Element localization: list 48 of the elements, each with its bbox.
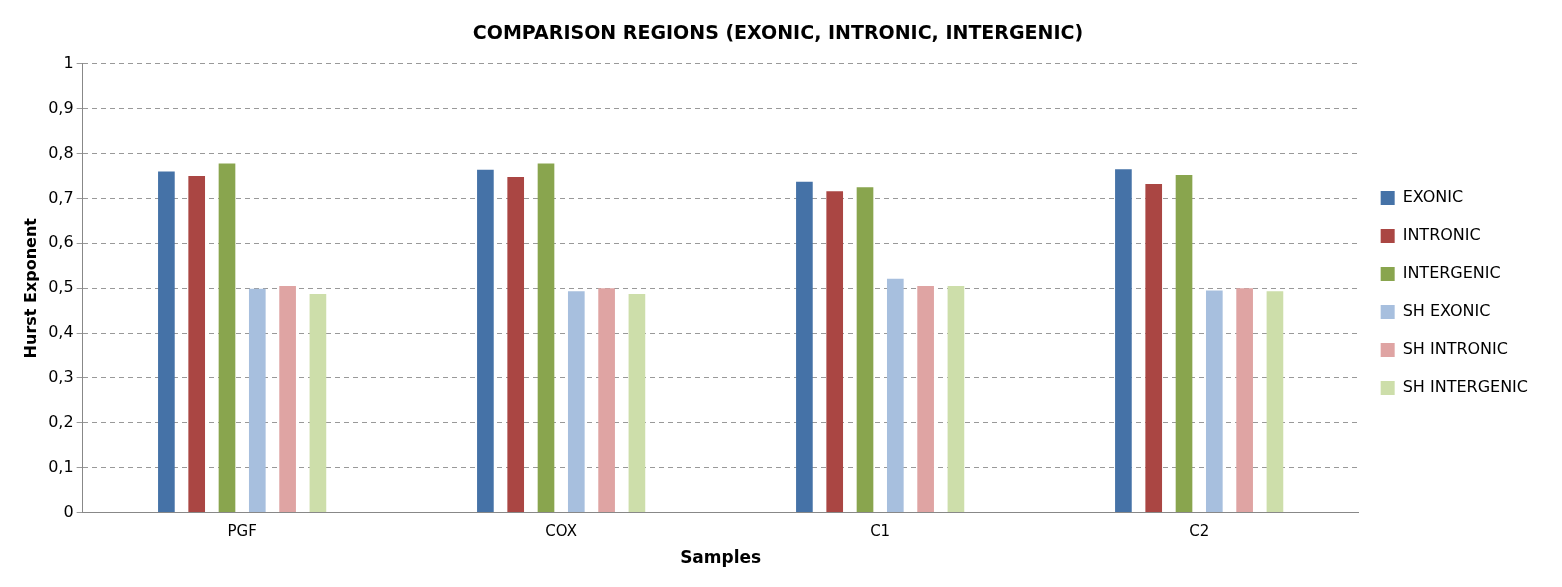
y-tick-label: 0,9 (48, 97, 74, 117)
y-tick-label: 0,3 (48, 367, 74, 387)
bar (886, 278, 904, 513)
x-axis-title: Samples (680, 547, 762, 568)
y-tick-label: 0,1 (48, 456, 74, 476)
bar (477, 169, 494, 513)
bar (598, 288, 615, 513)
x-tick-label: C2 (1189, 522, 1210, 541)
y-axis-title: Hurst Exponent (20, 217, 40, 359)
y-tick-label: 0 (63, 501, 74, 521)
y-tick-label: 0,5 (48, 277, 74, 297)
bar (628, 294, 646, 513)
y-tick-label: 0,7 (48, 187, 74, 207)
y-tick-label: 1 (63, 52, 74, 72)
bar (1175, 175, 1193, 513)
legend-label: INTRONIC (1402, 225, 1481, 245)
bar (826, 191, 844, 513)
legend-label: SH INTERGENIC (1402, 377, 1528, 397)
legend-label: SH INTRONIC (1402, 339, 1508, 359)
bar (537, 163, 555, 513)
bar (1236, 288, 1253, 513)
bar (567, 291, 585, 513)
bar (279, 285, 296, 513)
bar (1205, 290, 1223, 513)
chart-title: COMPARISON REGIONS (EXONIC, INTRONIC, INTERGENIC) (472, 21, 1084, 44)
y-tick-label: 0,4 (48, 322, 74, 342)
bar (1266, 291, 1284, 513)
legend-label: SH EXONIC (1402, 301, 1491, 321)
bar (1145, 184, 1163, 513)
bar (158, 171, 175, 513)
y-tick-label: 0,2 (48, 412, 74, 431)
bar (917, 285, 934, 513)
x-tick-label: C1 (870, 522, 891, 541)
bar (248, 288, 266, 513)
bar (856, 187, 874, 513)
x-tick-label: COX (545, 522, 577, 541)
bar (218, 163, 236, 513)
legend-label: EXONIC (1402, 187, 1464, 207)
bar (188, 176, 206, 513)
legend-label: INTERGENIC (1402, 263, 1501, 283)
y-tick-label: 0,8 (48, 142, 74, 162)
x-tick-label: PGF (227, 522, 257, 541)
bar (309, 294, 327, 513)
bar (1115, 169, 1132, 513)
y-tick-label: 0,6 (48, 232, 74, 252)
bar (947, 285, 965, 513)
bar (796, 181, 813, 513)
bar (507, 176, 525, 513)
